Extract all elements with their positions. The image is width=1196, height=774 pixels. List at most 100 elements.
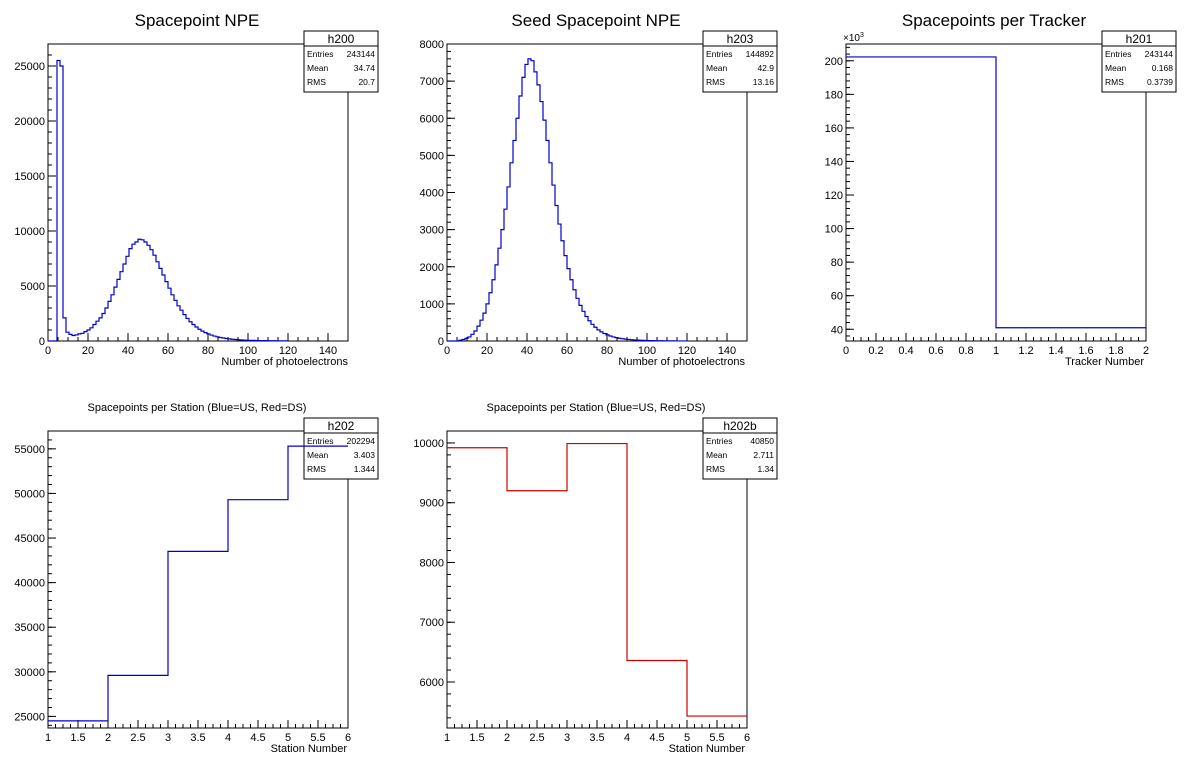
x-tick-label: 1.6 (1078, 345, 1093, 357)
stats-histogram-name: h200 (328, 32, 355, 46)
stats-row-value: 1.344 (354, 464, 376, 474)
x-tick-label: 2 (504, 732, 510, 744)
x-tick-label: 4 (624, 732, 630, 744)
plot-frame (446, 43, 748, 342)
chart-title: Spacepoints per Station (Blue=US, Red=DS… (487, 402, 706, 414)
y-tick-label: 2000 (420, 262, 444, 274)
x-tick-label: 6 (345, 732, 351, 744)
x-axis-label: Tracker Number (1065, 356, 1144, 368)
x-tick-label: 4.5 (250, 732, 265, 744)
y-tick-label: 3000 (420, 225, 444, 237)
x-tick-label: 40 (122, 345, 134, 357)
stats-row-label: Mean (1105, 63, 1127, 73)
x-tick-label: 6 (744, 732, 750, 744)
stats-row-label: Mean (706, 63, 728, 73)
panel-h201-spacepoints-per-tracker: Spacepoints per Tracker ×103 0 0.2 0.4 0.6 0… (825, 11, 1177, 368)
x-tick-label: 1 (444, 732, 450, 744)
stats-histogram-name: h202 (328, 419, 355, 433)
histogram-line (447, 442, 747, 717)
x-tick-label: 20 (481, 345, 493, 357)
x-tick-label: 3 (165, 732, 171, 744)
stats-row-label: Mean (307, 63, 329, 73)
stats-row-value: 2.711 (753, 450, 774, 460)
stats-row-label: Mean (307, 450, 329, 460)
stats-box: h202b Entries 40850 Mean 2.711 RMS 1.34 (702, 417, 778, 480)
y-tick-label: 10000 (413, 438, 444, 450)
panel-h203-seed-spacepoint-npe: Seed Spacepoint NPE 0 20 40 60 80 100 120 140 0 1… (420, 11, 778, 368)
axis-ticks: 0 20 40 60 80 100 120 140 0 5000 10000 15000 20000 25… (14, 43, 337, 357)
y-tick-label: 25000 (14, 711, 45, 723)
stats-row-value: 0.3739 (1147, 77, 1173, 87)
x-tick-label: 1.8 (1108, 345, 1123, 357)
x-tick-label: 1 (45, 732, 51, 744)
x-tick-label: 2.5 (130, 732, 145, 744)
stats-box-frame (702, 417, 778, 480)
y-tick-label: 1000 (420, 299, 444, 311)
x-tick-label: 2 (105, 732, 111, 744)
stats-row-value: 1.34 (757, 464, 774, 474)
stats-row-label: Entries (706, 49, 732, 59)
y-tick-label: 60 (831, 291, 843, 303)
stats-row-value: 144892 (746, 49, 775, 59)
y-tick-label: 7000 (420, 617, 444, 629)
x-tick-label: 60 (561, 345, 573, 357)
stats-histogram-name: h201 (1126, 32, 1153, 46)
x-tick-label: 3.5 (589, 732, 604, 744)
y-tick-label: 50000 (14, 488, 45, 500)
x-tick-label: 120 (678, 345, 696, 357)
x-tick-label: 80 (601, 345, 613, 357)
histogram-line (447, 58, 687, 342)
x-tick-label: 4.5 (649, 732, 664, 744)
axis-ticks: 0 20 40 60 80 100 120 140 0 1000 2000 3000 4000 5000 6… (420, 39, 737, 357)
axis-ticks: 1 1.5 2 2.5 3 3.5 4 4.5 5 5.5 6 6000 7000 8000 9000 100… (413, 430, 750, 744)
plot-frame (446, 430, 748, 729)
x-tick-label: 0 (444, 345, 450, 357)
stats-row-label: RMS (307, 77, 326, 87)
stats-row-value: 34.74 (354, 63, 376, 73)
x-tick-label: 1.5 (469, 732, 484, 744)
x-tick-label: 0.4 (898, 345, 913, 357)
chart-title: Spacepoints per Tracker (902, 11, 1087, 30)
stats-box-frame (303, 417, 379, 480)
chart-title: Spacepoints per Station (Blue=US, Red=DS… (88, 402, 307, 414)
x-tick-label: 0.6 (928, 345, 943, 357)
y-tick-label: 0 (39, 336, 45, 348)
y-tick-label: 5000 (420, 150, 444, 162)
x-tick-label: 4 (225, 732, 231, 744)
stats-row-value: 202294 (347, 436, 376, 446)
x-axis-label: Station Number (669, 743, 746, 755)
y-tick-label: 40 (831, 324, 843, 336)
x-tick-label: 140 (718, 345, 736, 357)
y-tick-label: 25000 (14, 61, 45, 73)
x-tick-label: 2.5 (529, 732, 544, 744)
x-tick-label: 120 (279, 345, 297, 357)
stats-histogram-name: h202b (723, 419, 757, 433)
y-tick-label: 4000 (420, 188, 444, 200)
x-tick-label: 3 (564, 732, 570, 744)
panel-h202-spacepoints-per-station-us: Spacepoints per Station (Blue=US, Red=DS… (14, 402, 379, 755)
stats-row-value: 20.7 (358, 77, 375, 87)
stats-box: h203 Entries 144892 Mean 42.9 RMS 13.16 (702, 30, 778, 93)
x-tick-label: 80 (202, 345, 214, 357)
y-tick-label: 45000 (14, 533, 45, 545)
y-tick-label: 6000 (420, 677, 444, 689)
stats-box-frame (1101, 30, 1177, 93)
stats-row-label: Entries (1105, 49, 1131, 59)
chart-title: Spacepoint NPE (135, 11, 260, 30)
x-tick-label: 100 (239, 345, 257, 357)
x-axis-label: Number of photoelectrons (618, 356, 745, 368)
y-tick-label: 100 (825, 224, 843, 236)
x-tick-label: 0 (843, 345, 849, 357)
stats-row-value: 13.16 (753, 77, 775, 87)
x-tick-label: 1 (993, 345, 999, 357)
y-axis-multiplier: ×103 (843, 32, 864, 44)
stats-row-value: 42.9 (757, 63, 774, 73)
y-tick-label: 35000 (14, 622, 45, 634)
plot-frame (47, 430, 349, 729)
stats-row-label: Entries (706, 436, 732, 446)
stats-row-label: RMS (706, 77, 725, 87)
stats-row-label: Mean (706, 450, 728, 460)
x-axis-label: Number of photoelectrons (221, 356, 348, 368)
histogram-line (48, 59, 288, 342)
